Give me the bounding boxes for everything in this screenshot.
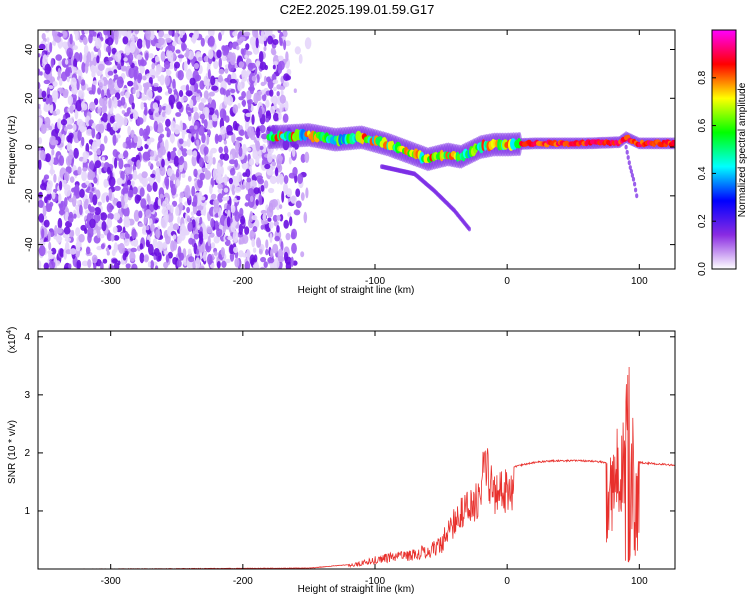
snr-y-tick-label: 3 <box>24 390 30 401</box>
spectrogram-frame <box>37 29 676 270</box>
colorbar-label: Normalized spectral amplitude <box>737 82 748 217</box>
snr-panel: -300 -200 -100 0 100 1 2 3 4 Height of straight… <box>6 327 676 595</box>
figure-title: C2E2.2025.199.01.59.G17 <box>280 2 435 17</box>
spectrogram-ridge <box>266 122 675 232</box>
spectrogram-y-tick-label: 40 <box>24 44 35 56</box>
spectrogram-x-tick-label: -300 <box>101 276 121 287</box>
snr-y-tick-label: 2 <box>24 448 30 459</box>
spectrogram-y-tick-label: 20 <box>24 92 35 104</box>
snr-multiplier: (x104) <box>6 327 18 354</box>
snr-x-axis-label: Height of straight line (km) <box>298 584 415 595</box>
snr-x-tick-label: 100 <box>631 576 648 587</box>
snr-y-axis-label: SNR (10 * v/v) <box>7 420 18 484</box>
snr-x-tick-label: -300 <box>101 576 121 587</box>
spectrogram-x-ticks: -300 -200 -100 0 100 <box>101 30 648 287</box>
spectrogram-x-tick-label: -100 <box>365 276 385 287</box>
snr-multiplier-exponent: 4 <box>6 330 13 334</box>
spectrogram-y-axis-label: Frequency (Hz) <box>7 116 18 185</box>
spectrogram-x-axis-label: Height of straight line (km) <box>298 285 415 296</box>
spectrogram-y-tick-label: -20 <box>24 188 35 203</box>
spectrogram-y-tick-label: -40 <box>24 237 35 252</box>
spectrogram-x-tick-label: 0 <box>504 276 510 287</box>
snr-x-ticks: -300 -200 -100 0 100 <box>101 331 648 587</box>
snr-plot-area <box>38 331 675 569</box>
snr-y-ticks: 1 2 3 4 <box>24 332 675 517</box>
spectrogram-y-ticks: -40 -20 0 20 40 <box>24 44 675 252</box>
colorbar-gradient <box>711 29 737 270</box>
snr-y-tick-label: 1 <box>24 506 30 517</box>
colorbar-tick-label: 0.0 <box>697 262 708 276</box>
snr-frame <box>37 330 676 570</box>
snr-x-tick-label: -100 <box>365 576 385 587</box>
spectrogram-noise-region <box>38 30 312 269</box>
snr-x-tick-label: -200 <box>233 576 253 587</box>
colorbar-tick-label: 0.6 <box>697 118 708 132</box>
colorbar-tick-label: 0.4 <box>697 166 708 180</box>
colorbar-tick-label: 0.8 <box>697 70 708 84</box>
spectrogram-y-tick-label: 0 <box>24 144 35 150</box>
colorbar: 0.0 0.2 0.4 0.6 0.8 Normalized spectral ampl… <box>697 29 748 276</box>
colorbar-tick-label: 0.2 <box>697 214 708 228</box>
spectrogram-x-tick-label: -200 <box>233 276 253 287</box>
snr-y-tick-label: 4 <box>24 332 30 343</box>
snr-x-tick-label: 0 <box>504 576 510 587</box>
colorbar-ticks: 0.0 0.2 0.4 0.6 0.8 <box>697 70 716 276</box>
spectrogram-x-tick-label: 100 <box>631 276 648 287</box>
snr-multiplier-close: ) <box>7 327 18 330</box>
